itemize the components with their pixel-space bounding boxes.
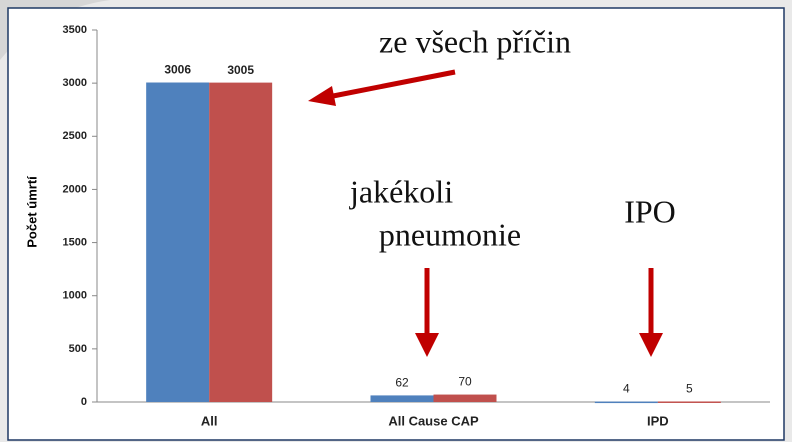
bar	[209, 82, 273, 403]
y-tick-label: 2000	[63, 183, 87, 195]
x-tick-label: IPD	[647, 413, 669, 428]
x-tick-label: All Cause CAP	[388, 413, 479, 428]
value-label: 62	[395, 376, 409, 390]
arrow-head	[415, 333, 439, 357]
bar	[146, 82, 210, 403]
bar	[657, 401, 721, 403]
bar	[370, 395, 434, 402]
arrow-head	[639, 333, 663, 357]
annotation: ze všech příčin	[379, 23, 571, 59]
y-axis-label: Počet úmrtí	[24, 176, 39, 248]
chart-frame	[7, 7, 785, 441]
y-tick-label: 1500	[63, 236, 87, 248]
arrows	[308, 69, 663, 357]
value-label: 5	[686, 382, 693, 396]
arrow-head	[308, 86, 336, 106]
annotation: pneumonie	[379, 216, 521, 252]
value-label: 70	[458, 375, 472, 389]
y-tick-label: 2500	[63, 130, 87, 142]
value-label: 3006	[164, 63, 191, 77]
value-label: 4	[623, 382, 630, 396]
bar	[594, 401, 658, 404]
y-tick-label: 3000	[63, 77, 87, 89]
y-tick-label: 500	[69, 343, 87, 355]
annotation: IPO	[624, 193, 676, 229]
arrow	[327, 69, 456, 100]
value-label: 3005	[227, 63, 254, 77]
y-tick-label: 1000	[63, 290, 87, 302]
y-tick-label: 0	[81, 396, 87, 408]
x-tick-label: All	[201, 413, 218, 428]
annotation: jakékoli	[349, 173, 453, 209]
bar	[433, 394, 497, 402]
y-tick-label: 3500	[63, 24, 87, 36]
